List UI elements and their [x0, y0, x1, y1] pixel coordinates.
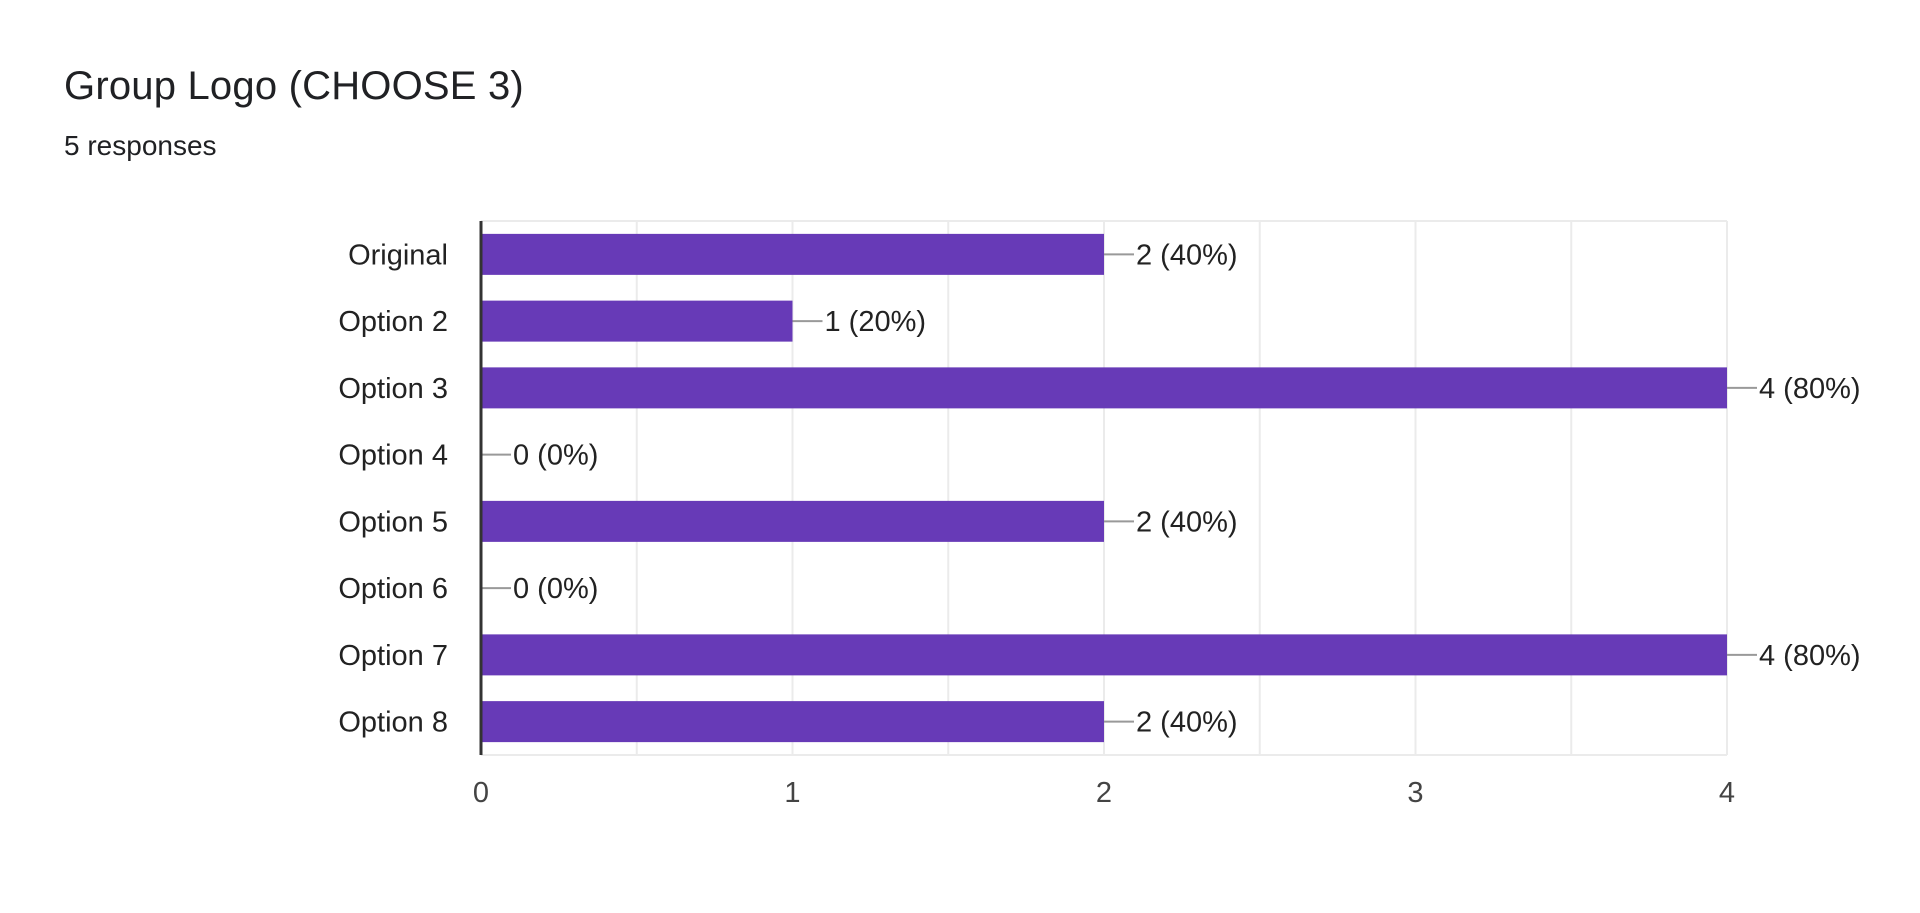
data-label: 1 (20%) [825, 306, 927, 338]
category-label: Option 7 [338, 640, 448, 672]
bar [481, 367, 1727, 409]
data-label: 0 (0%) [513, 573, 598, 605]
data-label: 4 (80%) [1759, 373, 1861, 405]
data-label: 2 (40%) [1136, 239, 1238, 271]
category-label: Option 2 [338, 306, 448, 338]
x-tick-label: 4 [1719, 777, 1735, 809]
bar [481, 233, 1104, 275]
category-label: Option 3 [338, 373, 448, 405]
x-tick-label: 0 [473, 777, 489, 809]
category-label: Option 8 [338, 707, 448, 739]
category-label: Option 5 [338, 506, 448, 538]
data-label: 4 (80%) [1759, 640, 1861, 672]
category-label: Option 4 [338, 440, 448, 472]
x-tick-label: 1 [784, 777, 800, 809]
x-tick-label: 3 [1407, 777, 1423, 809]
category-label: Option 6 [338, 573, 448, 605]
bar [481, 300, 793, 342]
bar [481, 634, 1727, 676]
data-label: 2 (40%) [1136, 707, 1238, 739]
data-label: 0 (0%) [513, 440, 598, 472]
chart-title: Group Logo (CHOOSE 3) [64, 64, 524, 108]
x-tick-label: 2 [1096, 777, 1112, 809]
bar [481, 500, 1104, 542]
data-label: 2 (40%) [1136, 506, 1238, 538]
response-count: 5 responses [64, 130, 217, 161]
category-label: Original [348, 239, 448, 271]
bar [481, 701, 1104, 743]
